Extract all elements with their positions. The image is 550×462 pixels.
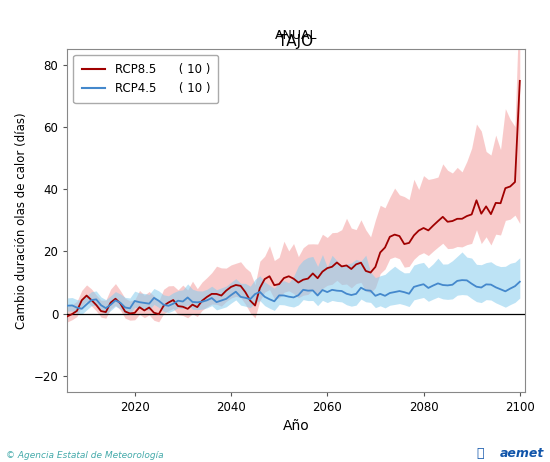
- X-axis label: Año: Año: [283, 419, 309, 433]
- Y-axis label: Cambio duración olas de calor (días): Cambio duración olas de calor (días): [15, 112, 28, 328]
- Text: aemet: aemet: [500, 447, 544, 460]
- Legend: RCP8.5      ( 10 ), RCP4.5      ( 10 ): RCP8.5 ( 10 ), RCP4.5 ( 10 ): [73, 55, 218, 103]
- Title: TAJO: TAJO: [278, 34, 314, 49]
- Text: © Agencia Estatal de Meteorología: © Agencia Estatal de Meteorología: [6, 451, 163, 460]
- Text: ANUAL: ANUAL: [274, 29, 317, 42]
- Text: Ⓟ: Ⓟ: [476, 447, 484, 460]
